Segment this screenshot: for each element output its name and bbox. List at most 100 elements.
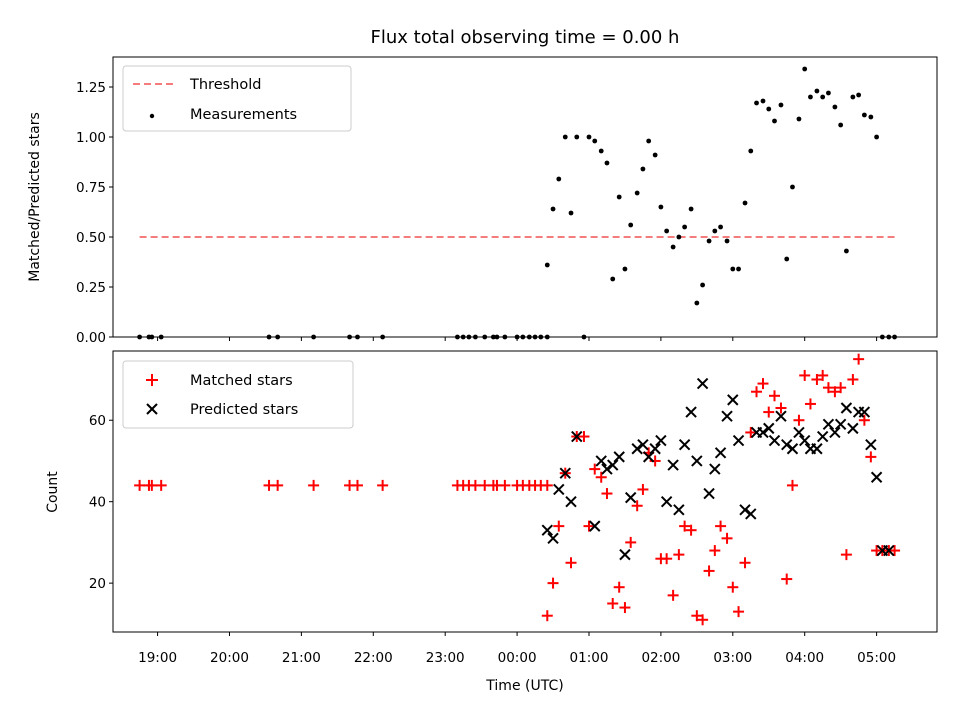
measurement-point xyxy=(562,134,568,140)
measurement-point xyxy=(646,138,652,144)
measurement-point xyxy=(556,176,562,182)
x-tick-label: 00:00 xyxy=(498,650,537,666)
measurement-point xyxy=(868,114,874,120)
matched-star-point xyxy=(146,479,158,491)
predicted-star-point xyxy=(739,504,751,516)
x-tick-label: 05:00 xyxy=(857,650,896,666)
x-tick-label: 20:00 xyxy=(210,650,249,666)
measurement-point xyxy=(790,184,795,190)
matched-star-point xyxy=(541,610,553,622)
matched-star-point xyxy=(822,382,834,394)
predicted-star-point xyxy=(637,438,649,451)
measurement-point xyxy=(861,112,867,118)
predicted-star-point xyxy=(678,438,691,451)
measurement-point xyxy=(682,224,688,230)
predicted-star-point xyxy=(553,483,565,496)
top-plot-panel: 0.00 0.25 0.50 0.75 1.00 1.25 Matched/Predict… xyxy=(27,56,938,346)
matched-star-point xyxy=(625,536,637,548)
predicted-star-point xyxy=(559,467,571,479)
measurement-point xyxy=(724,238,730,244)
measurement-point xyxy=(616,194,622,200)
predicted-star-point xyxy=(745,508,757,520)
bottom-plot-frame xyxy=(112,350,938,633)
predicted-star-point xyxy=(565,495,577,508)
predicted-star-point xyxy=(732,434,745,447)
bottom-x-axis: 19:00 20:00 21:00 22:00 23:00 00:00 01:00 02:00… xyxy=(138,632,896,666)
predicted-star-point xyxy=(727,394,739,406)
measurement-point xyxy=(628,222,634,228)
x-tick-label: 22:00 xyxy=(354,650,393,666)
matched-star-point xyxy=(601,488,613,500)
x-tick-label: 03:00 xyxy=(713,650,752,666)
measurement-point xyxy=(712,228,718,234)
measurement-point xyxy=(634,190,640,196)
predicted-star-point xyxy=(763,422,775,435)
matched-star-point xyxy=(134,479,146,491)
measurement-point xyxy=(814,88,820,94)
predicted-star-point xyxy=(571,430,583,443)
top-x-axis-ticks xyxy=(157,337,878,341)
measurement-point xyxy=(676,234,682,240)
x-axis-label: Time (UTC) xyxy=(485,678,563,694)
measurement-point xyxy=(694,300,700,306)
predicted-star-point xyxy=(721,410,733,422)
matched-star-point xyxy=(763,406,775,418)
matched-star-point xyxy=(667,589,679,601)
x-tick-label: 04:00 xyxy=(785,650,824,666)
matched-star-point xyxy=(786,479,798,491)
legend-matched-swatch xyxy=(146,374,158,386)
measurement-point xyxy=(544,262,550,268)
bottom-y-tick-label: 20 xyxy=(89,576,106,592)
matched-star-point xyxy=(835,382,847,394)
matched-star-point xyxy=(804,398,816,410)
legend-predicted-label: Predicted stars xyxy=(190,402,298,418)
x-tick-label: 01:00 xyxy=(570,650,609,666)
matched-star-point xyxy=(703,565,715,577)
matched-star-point xyxy=(377,479,389,491)
matched-star-point xyxy=(595,471,607,483)
matched-star-point xyxy=(679,520,691,532)
matched-star-point xyxy=(751,386,763,398)
bottom-y-axis: 20 40 60 xyxy=(89,413,113,592)
bottom-y-tick-label: 40 xyxy=(89,495,106,511)
measurement-point xyxy=(718,224,723,230)
predicted-star-point xyxy=(822,418,835,431)
matched-star-point xyxy=(847,374,859,386)
legend-threshold-label: Threshold xyxy=(189,77,261,93)
matched-star-point xyxy=(547,577,559,589)
measurement-point xyxy=(778,102,784,108)
measurement-point xyxy=(874,134,880,140)
measurement-point xyxy=(574,134,580,140)
measurement-point xyxy=(826,90,831,96)
predicted-star-point xyxy=(667,459,679,471)
legend-predicted-swatch xyxy=(146,403,158,415)
matched-star-point xyxy=(721,532,733,544)
legend-matched-label: Matched stars xyxy=(190,373,293,389)
measurement-point xyxy=(808,94,813,100)
measurement-point xyxy=(664,228,670,234)
predicted-star-point xyxy=(631,443,643,455)
matched-star-point xyxy=(272,479,284,491)
predicted-star-point xyxy=(595,455,607,467)
matched-star-point xyxy=(775,402,787,414)
measurement-point xyxy=(610,276,616,282)
predicted-star-point xyxy=(673,504,685,516)
predicted-star-point xyxy=(691,455,703,467)
measurement-point xyxy=(730,266,736,272)
matched-star-point xyxy=(889,545,901,557)
predicted-star-point xyxy=(613,451,625,463)
matched-star-point xyxy=(469,479,481,491)
matched-star-point xyxy=(840,549,852,561)
matched-star-point xyxy=(781,573,793,585)
measurement-point xyxy=(766,106,772,112)
measurement-point xyxy=(844,248,849,254)
measurement-point xyxy=(742,200,748,206)
top-legend-frame xyxy=(122,65,352,132)
matched-star-point xyxy=(661,553,673,565)
matched-star-point xyxy=(565,557,577,569)
measurement-point xyxy=(748,148,754,154)
predicted-star-point xyxy=(829,426,841,439)
matched-star-point xyxy=(631,500,643,512)
matched-star-point xyxy=(637,483,649,495)
measurement-point xyxy=(802,66,808,72)
